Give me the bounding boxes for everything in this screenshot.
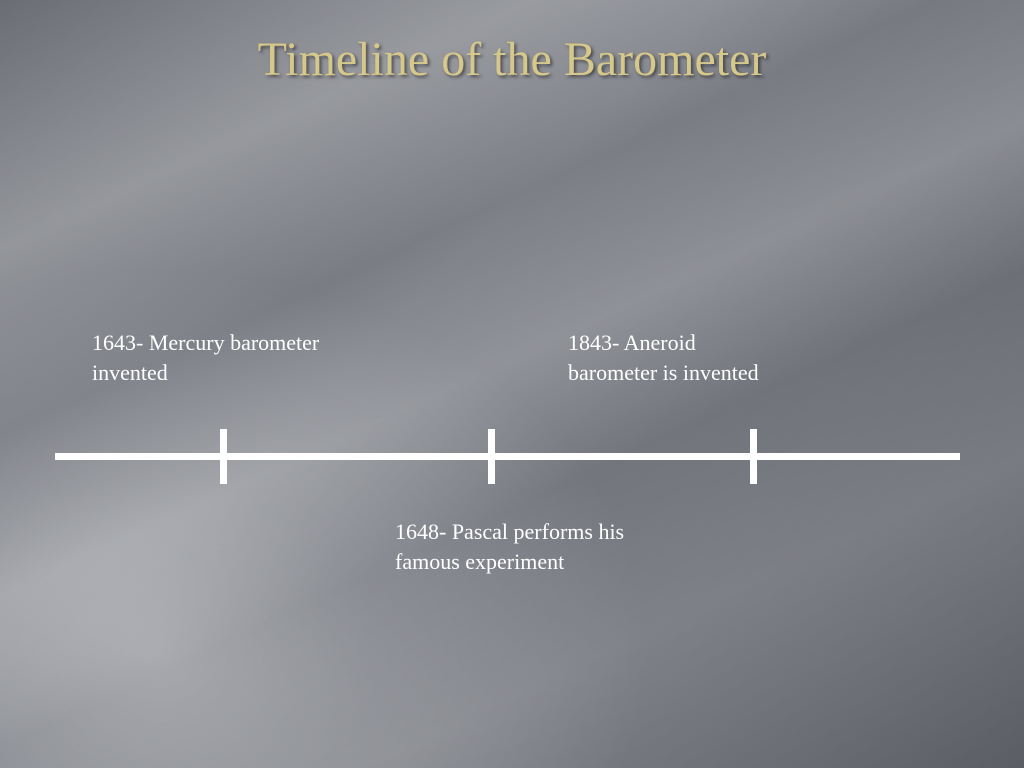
timeline-tick bbox=[220, 429, 227, 484]
timeline-event-label: 1643- Mercury barometer invented bbox=[92, 328, 322, 387]
timeline-axis bbox=[55, 453, 960, 460]
timeline-event-label: 1648- Pascal performs his famous experim… bbox=[395, 517, 635, 576]
timeline-tick bbox=[488, 429, 495, 484]
slide-title: Timeline of the Barometer bbox=[0, 32, 1024, 87]
timeline-event-label: 1843- Aneroid barometer is invented bbox=[568, 328, 768, 387]
timeline-tick bbox=[750, 429, 757, 484]
